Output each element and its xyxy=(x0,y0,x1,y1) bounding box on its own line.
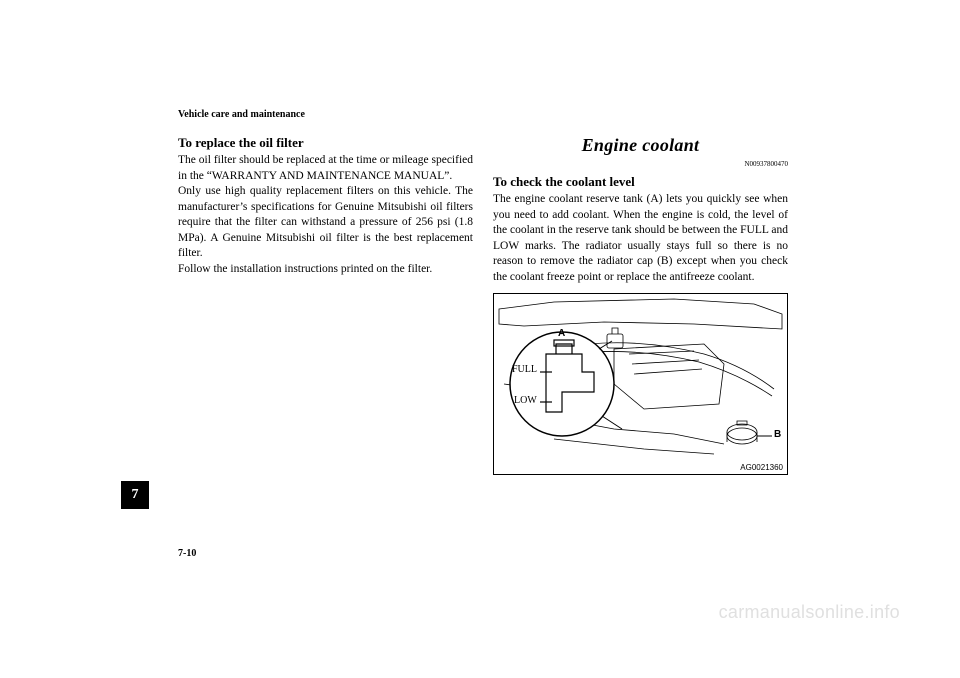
figure-full-text: FULL xyxy=(512,364,537,375)
coolant-figure: A FULL LOW B AG0021360 xyxy=(493,293,788,475)
engine-coolant-heading: Engine coolant xyxy=(493,135,788,156)
figure-label-a: A xyxy=(558,328,565,339)
coolant-p1: The engine coolant reserve tank (A) lets… xyxy=(493,193,788,283)
coolant-level-title: To check the coolant level xyxy=(493,174,788,190)
figure-code: AG0021360 xyxy=(740,463,783,472)
oil-p2: Only use high quality replacement filter… xyxy=(178,185,473,259)
reference-code: N00937800470 xyxy=(493,160,788,168)
running-header: Vehicle care and maintenance xyxy=(178,109,305,120)
coolant-body: The engine coolant reserve tank (A) lets… xyxy=(493,192,788,285)
figure-low-text: LOW xyxy=(514,395,537,406)
content-columns: To replace the oil filter The oil filter… xyxy=(178,135,788,475)
page-root: Vehicle care and maintenance To replace … xyxy=(0,0,960,678)
engine-diagram-svg xyxy=(494,294,787,474)
oil-filter-body: The oil filter should be replaced at the… xyxy=(178,153,473,277)
page-number: 7-10 xyxy=(178,548,196,559)
oil-p3: Follow the installation instructions pri… xyxy=(178,263,432,275)
left-column: To replace the oil filter The oil filter… xyxy=(178,135,473,475)
chapter-tab: 7 xyxy=(121,481,149,509)
figure-label-b: B xyxy=(774,429,781,440)
chapter-number: 7 xyxy=(132,487,139,503)
oil-filter-title: To replace the oil filter xyxy=(178,135,473,151)
oil-p1: The oil filter should be replaced at the… xyxy=(178,154,473,182)
watermark-text: carmanualsonline.info xyxy=(719,602,900,623)
right-column: Engine coolant N00937800470 To check the… xyxy=(493,135,788,475)
